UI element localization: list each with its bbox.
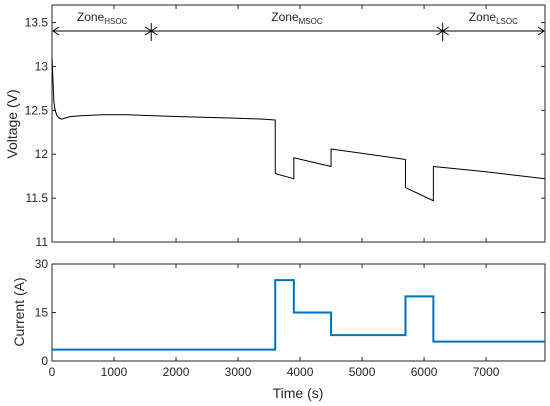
current-x-tick-label: 0 xyxy=(49,365,56,379)
current-x-tick-label: 6000 xyxy=(411,365,438,379)
voltage-x-ticks xyxy=(51,5,487,242)
zone-label-subscript: LSOC xyxy=(496,17,518,26)
voltage-y-tick-label: 13.5 xyxy=(25,16,49,30)
zone-label-main: Zone xyxy=(469,10,497,24)
current-y-axis-label: Current (A) xyxy=(11,277,27,346)
voltage-axes-frame xyxy=(51,4,546,243)
zone-label-main: Zone xyxy=(271,10,299,24)
voltage-y-axis-label: Voltage (V) xyxy=(4,89,20,158)
current-x-tick-label: 2000 xyxy=(163,365,190,379)
zone-label-main: Zone xyxy=(77,10,105,24)
voltage-y-ticks: 11 11.5 12 12.5 13 13.5 xyxy=(25,16,545,249)
zone-label-subscript: MSOC xyxy=(299,17,323,26)
voltage-plot: ZoneHSOC ZoneMSOC ZoneLSOC 1111.51212.5131… xyxy=(4,4,546,249)
zone-arrow-head-right xyxy=(537,26,545,36)
voltage-y-tick-label: 12 xyxy=(35,147,49,161)
voltage-series-line xyxy=(51,57,546,202)
voltage-y-tick-label: 11 xyxy=(36,235,49,249)
current-x-ticks: 0 1000 2000 3000 4000 5000 6000 7000 xyxy=(49,264,500,379)
zone-label-subscript: HSOC xyxy=(104,17,127,26)
zone-annotations: ZoneHSOC ZoneMSOC ZoneLSOC xyxy=(52,10,545,41)
x-axis-label: Time (s) xyxy=(273,385,324,401)
current-y-tick-label: 30 xyxy=(35,257,49,271)
current-series-line xyxy=(52,279,545,351)
zone-label: ZoneLSOC xyxy=(469,10,518,26)
current-y-tick-label: 0 xyxy=(41,354,48,368)
current-y-tick-label: 15 xyxy=(35,306,49,320)
current-plot: 0 15 30 0 1000 2000 3000 4000 5000 6000 7000 Curr… xyxy=(11,257,546,401)
zone-label: ZoneHSOC xyxy=(77,10,128,26)
zone-label: ZoneMSOC xyxy=(271,10,323,26)
current-x-tick-label: 7000 xyxy=(473,365,500,379)
current-x-tick-label: 4000 xyxy=(287,365,314,379)
voltage-y-tick-label: 12.5 xyxy=(25,103,49,117)
current-x-tick-label: 3000 xyxy=(225,365,252,379)
zone-arrow-head-left xyxy=(52,26,60,36)
current-x-tick-label: 5000 xyxy=(349,365,376,379)
current-x-tick-label: 1000 xyxy=(101,365,128,379)
current-y-ticks: 0 15 30 xyxy=(35,257,545,368)
voltage-y-tick-label: 11.5 xyxy=(26,191,49,205)
voltage-y-tick-label: 13 xyxy=(35,59,49,73)
